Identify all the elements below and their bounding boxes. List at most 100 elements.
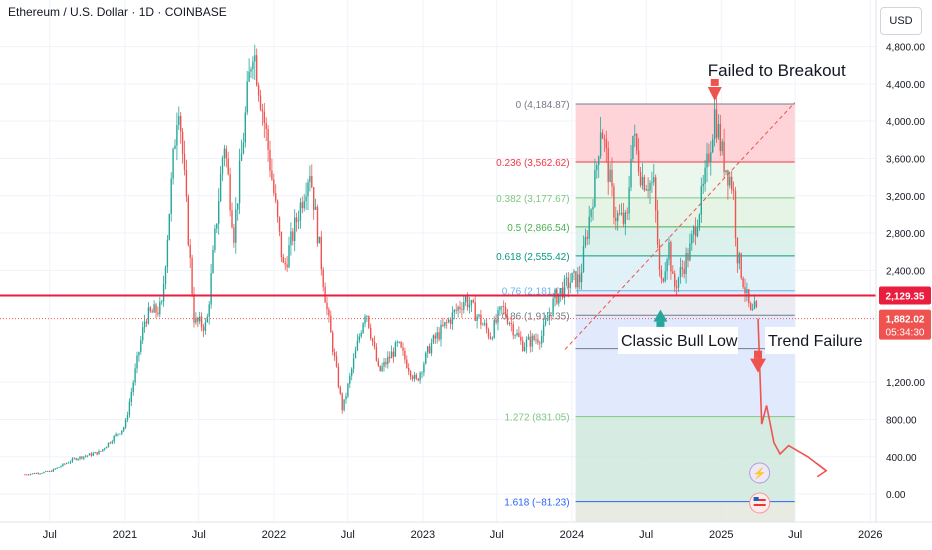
candle-body: [235, 209, 237, 243]
candle-body: [449, 319, 452, 324]
candle-body: [339, 387, 342, 394]
candle-body: [427, 346, 429, 353]
candle-body: [442, 324, 444, 326]
candle-body: [41, 473, 43, 474]
candle-body: [484, 323, 486, 325]
candle-body: [221, 157, 224, 174]
candle-body: [248, 71, 250, 82]
us-flag-stripe: [753, 499, 766, 501]
candle-body: [598, 156, 600, 166]
candle-body: [311, 176, 313, 188]
candle-body: [698, 214, 701, 228]
candle-body: [250, 68, 252, 72]
candle-body: [263, 111, 266, 123]
candle-body: [81, 456, 83, 459]
candle-body: [658, 244, 661, 270]
candle-body: [256, 55, 258, 86]
candle-body: [288, 245, 290, 268]
candle-body: [630, 158, 632, 188]
candle-body: [461, 308, 463, 310]
candle-body: [541, 336, 543, 344]
candle-body: [193, 294, 195, 323]
candle-body: [672, 271, 674, 274]
candle-body: [417, 378, 419, 381]
last-price-text: 1,882.02: [886, 315, 925, 326]
candle-body: [634, 133, 636, 136]
candle-body: [430, 342, 433, 354]
price-axis-tick: 4,400.00: [886, 80, 925, 91]
candle-body: [52, 468, 55, 472]
candle-body: [358, 336, 361, 341]
candle-body: [742, 278, 744, 288]
candle-body: [542, 324, 545, 337]
candle-body: [478, 314, 480, 317]
candle-body: [624, 212, 627, 224]
candle-body: [514, 335, 516, 337]
candle-body: [706, 153, 708, 168]
candle-body: [252, 61, 254, 69]
candle-body: [31, 473, 34, 475]
candle-body: [128, 402, 131, 415]
candle-body: [535, 339, 537, 341]
bull-low-label: Classic Bull Low: [621, 333, 738, 350]
candle-body: [96, 452, 98, 455]
candle-body: [206, 316, 209, 323]
candle-body: [132, 382, 134, 393]
candle-body: [102, 449, 104, 452]
candle-body: [366, 315, 368, 317]
candle-body: [508, 323, 511, 324]
candle-body: [47, 471, 49, 472]
candle-body: [328, 309, 330, 316]
candle-body: [485, 323, 488, 330]
candle-body: [522, 340, 524, 351]
candle-body: [147, 307, 150, 324]
candle-body: [655, 177, 657, 211]
candle-body: [362, 323, 364, 333]
candle-body: [316, 206, 319, 244]
candle-body: [565, 277, 568, 279]
candle-body: [518, 332, 520, 337]
candle-body: [223, 148, 226, 158]
candle-body: [594, 169, 596, 207]
candle-body: [267, 129, 269, 150]
candle-body: [596, 165, 598, 170]
candle-body: [172, 148, 174, 179]
candle-body: [191, 258, 193, 295]
candle-body: [231, 210, 233, 228]
candle-body: [50, 471, 53, 472]
currency-button[interactable]: USD: [880, 7, 922, 35]
bull-low-arrow: [653, 309, 668, 322]
candle-body: [71, 458, 74, 462]
candle-body: [166, 239, 169, 268]
resistance-price-text: 2,129.35: [886, 292, 925, 303]
candle-body: [457, 306, 459, 311]
candle-body: [453, 310, 456, 313]
candle-body: [599, 132, 602, 157]
candle-body: [468, 305, 471, 308]
candle-body: [750, 303, 752, 311]
time-axis-tick: Jul: [341, 529, 355, 541]
candle-body: [364, 316, 366, 324]
candle-body: [704, 167, 706, 184]
candle-body: [666, 259, 668, 272]
symbol-title: Ethereum / U.S. Dollar · 1D · COINBASE: [8, 5, 227, 19]
candle-body: [140, 340, 142, 352]
candle-body: [503, 306, 505, 308]
candle-body: [111, 441, 114, 444]
candle-body: [474, 302, 476, 321]
candle-body: [413, 374, 416, 380]
candle-body: [295, 217, 298, 222]
candle-body: [282, 257, 285, 263]
trend-failure-label-bg: [765, 326, 865, 354]
candle-body: [85, 455, 87, 457]
fib-level-label: 1.618 (−81.23): [504, 498, 569, 509]
candle-body: [573, 271, 575, 273]
candle-body: [679, 267, 682, 278]
candle-body: [341, 393, 343, 411]
candle-body: [130, 392, 133, 403]
last-price-badge: [879, 309, 931, 340]
candle-body: [145, 321, 148, 324]
candle-body: [736, 237, 739, 264]
